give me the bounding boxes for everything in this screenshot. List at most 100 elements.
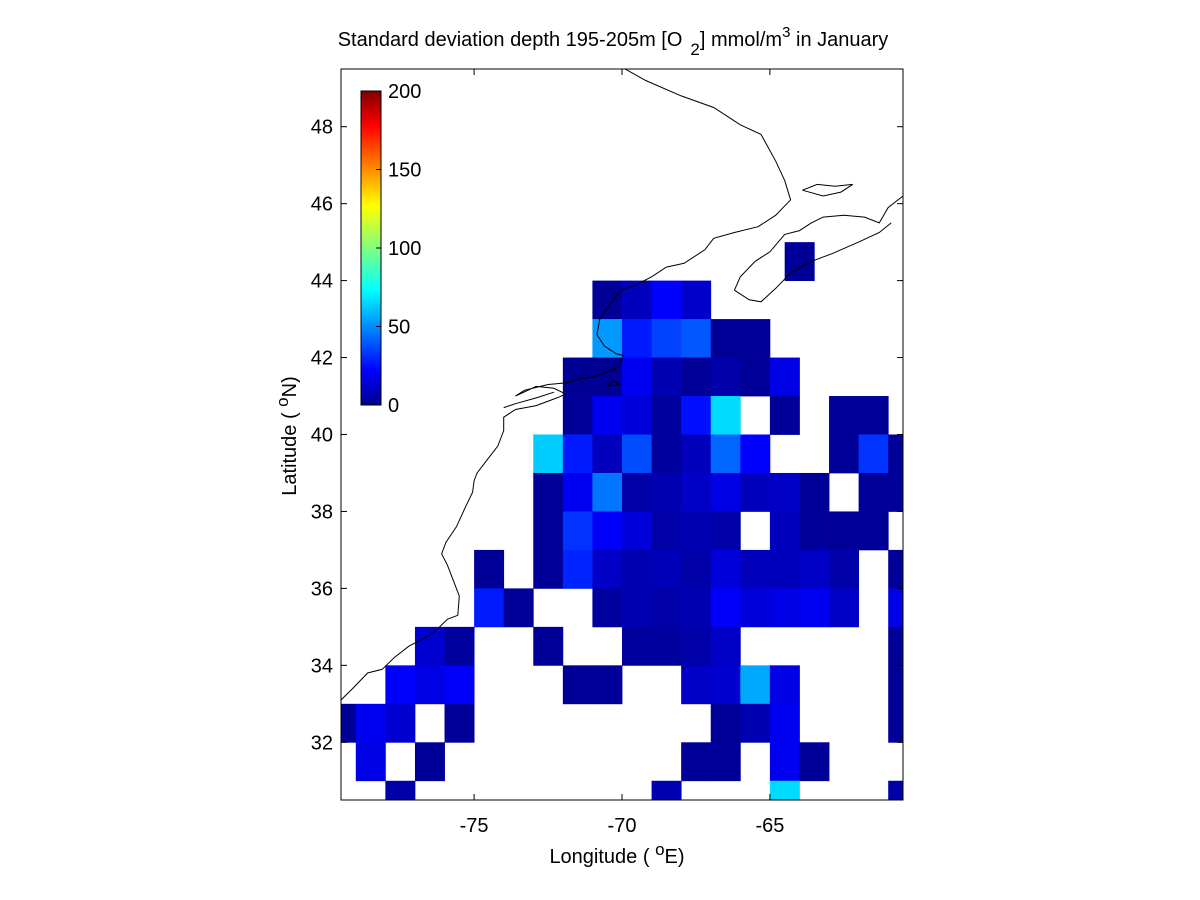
heatmap-cell <box>769 742 800 782</box>
coastline-segment <box>733 195 903 291</box>
heatmap-cell <box>414 742 445 782</box>
heatmap-cell <box>829 511 860 551</box>
y-tick-label: 38 <box>311 501 333 523</box>
heatmap-cell <box>710 588 741 628</box>
heatmap-cell <box>503 588 534 628</box>
heatmap-cell <box>710 396 741 435</box>
heatmap-cell <box>681 742 712 782</box>
heatmap-cell <box>681 396 712 435</box>
heatmap-cell <box>710 434 741 474</box>
heatmap-cell <box>651 434 682 474</box>
heatmap-cell <box>562 549 593 589</box>
heatmap-cell <box>681 665 712 705</box>
heatmap-cell <box>799 742 830 782</box>
chart-title: Standard deviation depth 195-205m [O 2] m… <box>338 24 889 59</box>
heatmap-cell <box>533 549 564 589</box>
y-tick-label: 36 <box>311 578 333 600</box>
x-axis-label: Longitude ( oE) <box>549 840 684 868</box>
heatmap-cell <box>799 549 830 589</box>
heatmap-cell <box>341 703 357 743</box>
heatmap-cell <box>769 703 800 743</box>
heatmap-cell <box>740 588 771 628</box>
coastline-segment <box>802 183 853 197</box>
colorbar-tick-label: 150 <box>388 160 421 182</box>
heatmap-cell <box>622 588 652 628</box>
heatmap-cell <box>829 549 860 589</box>
heatmap-cell <box>888 588 903 628</box>
heatmap-cell <box>622 434 652 474</box>
heatmap-cell <box>888 780 903 800</box>
y-tick-label: 44 <box>311 271 333 293</box>
heatmap-cell <box>562 665 593 705</box>
heatmap-cell <box>740 703 771 743</box>
heatmap-cell <box>829 396 860 435</box>
heatmap-cell <box>858 396 889 435</box>
heatmap-cell <box>592 588 623 628</box>
heatmap-cell <box>681 588 712 628</box>
heatmap-cell <box>858 511 889 551</box>
y-tick-label: 46 <box>311 194 333 216</box>
y-tick-label: 32 <box>311 732 333 754</box>
heatmap-cell <box>622 472 652 512</box>
coastline-segment <box>503 391 555 409</box>
heatmap-cell <box>681 511 712 551</box>
heatmap-cell <box>622 357 652 397</box>
heatmap-cell <box>592 472 623 512</box>
heatmap-cell <box>710 703 741 743</box>
heatmap-cell <box>710 742 741 782</box>
heatmap-cell <box>414 665 445 705</box>
heatmap-cell <box>592 549 623 589</box>
colorbar-tick-label: 50 <box>388 317 410 339</box>
coastline <box>341 69 903 701</box>
y-axis-label: Latitude ( oN) <box>273 376 301 496</box>
heatmap-cell <box>888 626 903 666</box>
heatmap-cell <box>385 703 416 743</box>
colorbar-tick-label: 100 <box>388 238 421 260</box>
heatmap-cell <box>355 703 386 743</box>
heatmap-cell <box>651 511 682 551</box>
heatmap-cell <box>651 357 682 397</box>
heatmap-cell <box>710 472 741 512</box>
heatmap-cell <box>681 357 712 397</box>
heatmap-cell <box>592 396 623 435</box>
y-tick-label: 42 <box>311 348 333 370</box>
heatmap-cell <box>651 396 682 435</box>
heatmap-cell <box>444 665 475 705</box>
heatmap-cell <box>533 626 564 666</box>
heatmap-cell <box>533 472 564 512</box>
heatmap-cell <box>681 280 712 320</box>
heatmap-cell <box>474 588 505 628</box>
heatmap-cell <box>769 357 800 397</box>
y-tick-label: 40 <box>311 425 333 447</box>
y-tick-label: 34 <box>311 655 333 677</box>
heatmap-cell <box>385 665 416 705</box>
heatmap-cell <box>444 703 475 743</box>
heatmap-cell <box>769 511 800 551</box>
heatmap-cell <box>562 434 593 474</box>
heatmap-cell <box>562 472 593 512</box>
y-axis: 32 34 36 38 40 42 44 46 48 <box>311 117 903 754</box>
heatmap-cell <box>799 472 830 512</box>
heatmap-cell <box>740 472 771 512</box>
coastline-segment <box>341 69 792 701</box>
heatmap-cell <box>740 357 771 397</box>
heatmap-cell <box>385 780 416 800</box>
heatmap-cell <box>710 511 741 551</box>
heatmap-cell <box>710 319 741 358</box>
heatmap-cell <box>622 511 652 551</box>
x-tick-label: -70 <box>608 815 637 837</box>
heatmap-cell <box>681 434 712 474</box>
x-axis: -75 -70 -65 <box>460 69 784 837</box>
heatmap-cell <box>799 511 830 551</box>
coastline-segment <box>606 379 621 387</box>
heatmap-cell <box>474 549 505 589</box>
heatmap-cell <box>829 434 860 474</box>
x-tick-label: -75 <box>460 815 489 837</box>
heatmap-cell <box>622 280 652 320</box>
coastline-segment <box>734 222 892 303</box>
heatmap-cell <box>681 319 712 358</box>
heatmap-cell <box>592 434 623 474</box>
heatmap-cell <box>444 626 475 666</box>
heatmap-cell <box>799 588 830 628</box>
